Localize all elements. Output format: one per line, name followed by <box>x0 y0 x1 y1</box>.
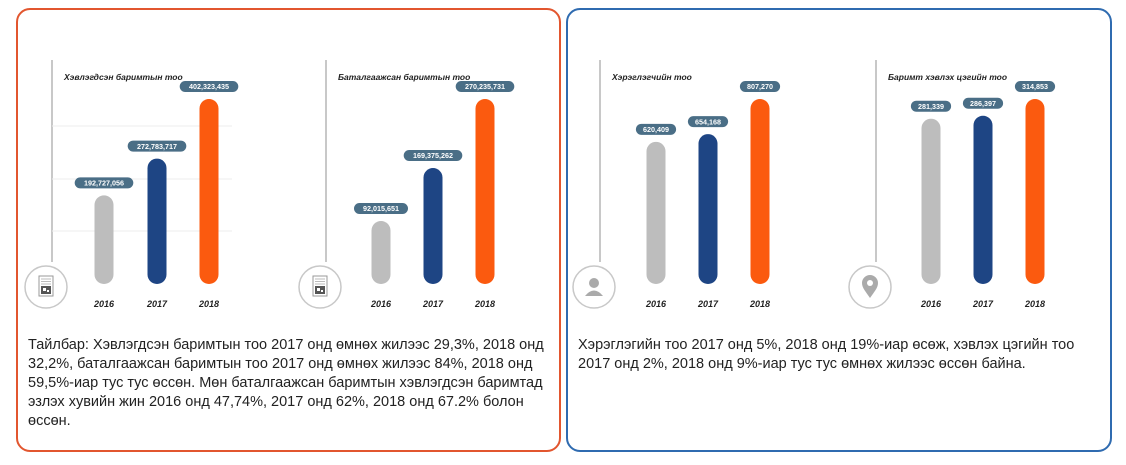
left-panel: Тайлбар: Хэвлэгдсэн баримтын тоо 2017 он… <box>16 8 561 452</box>
right-caption: Хэрэглэгийн тоо 2017 онд 5%, 2018 онд 19… <box>578 337 1075 372</box>
right-panel: Хэрэглэгийн тоо 2017 онд 5%, 2018 онд 19… <box>566 8 1112 452</box>
left-caption: Тайлбар: Хэвлэгдсэн баримтын тоо 2017 он… <box>28 337 544 429</box>
